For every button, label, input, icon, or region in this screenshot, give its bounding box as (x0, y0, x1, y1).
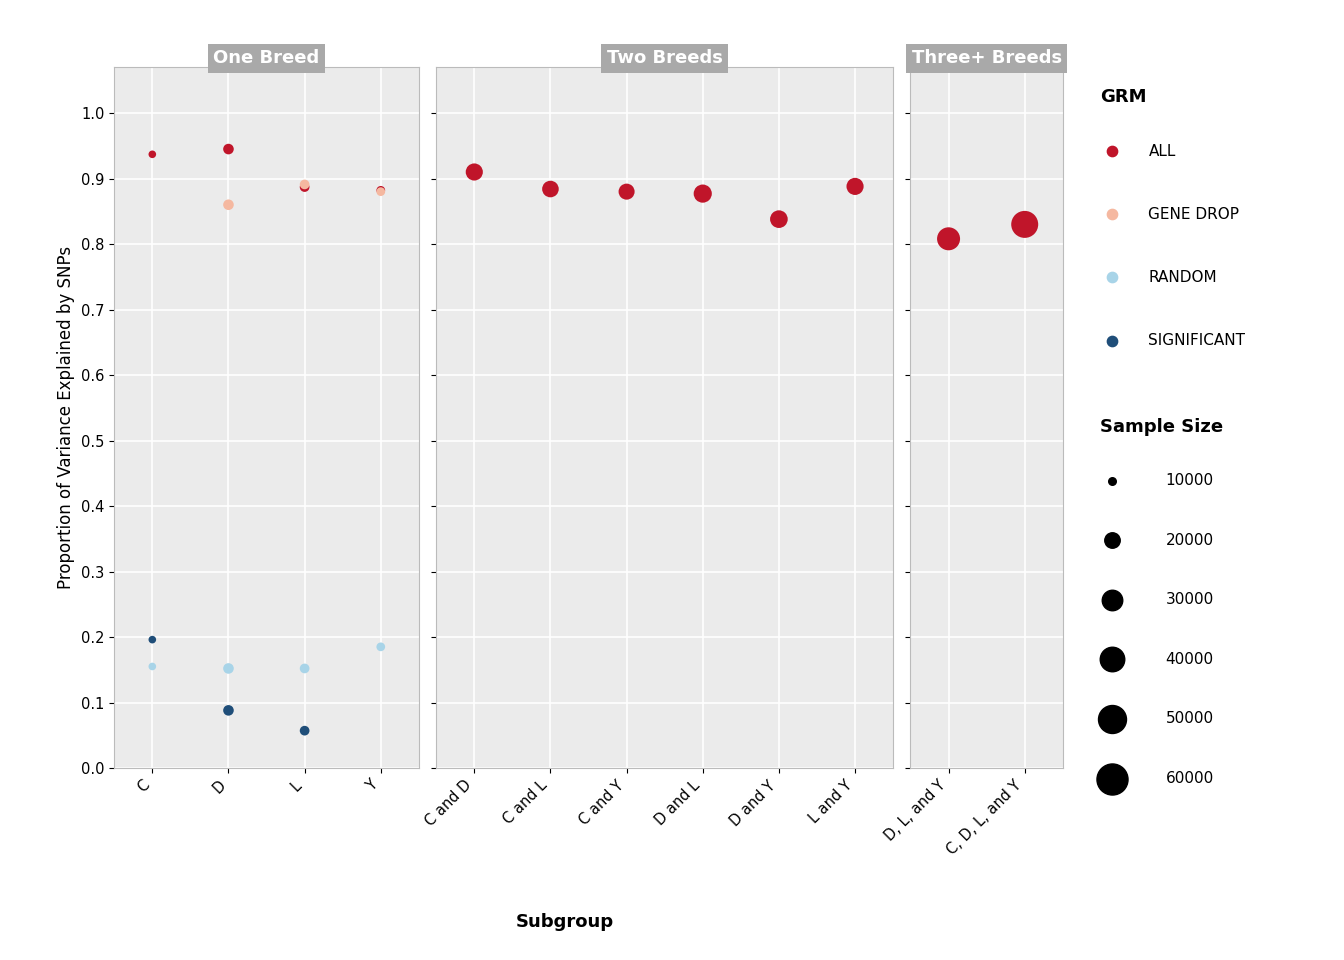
Point (1013, 217, 1035, 232)
Text: Three+ Breeds: Three+ Breeds (911, 49, 1062, 67)
Point (769, 211, 790, 227)
Point (218, 197, 239, 212)
Text: One Breed: One Breed (214, 49, 320, 67)
Point (1101, 592, 1122, 608)
Point (1101, 144, 1122, 159)
Point (370, 184, 391, 200)
Point (294, 177, 316, 192)
Text: 30000: 30000 (1165, 592, 1214, 608)
Point (1101, 711, 1122, 727)
Text: SIGNIFICANT: SIGNIFICANT (1148, 333, 1246, 348)
Point (1101, 652, 1122, 667)
Text: 40000: 40000 (1165, 652, 1214, 667)
Point (141, 147, 163, 162)
Point (938, 231, 960, 247)
Point (1101, 473, 1122, 489)
Point (1101, 533, 1122, 548)
Text: RANDOM: RANDOM (1148, 270, 1218, 285)
Text: 60000: 60000 (1165, 771, 1214, 786)
Point (141, 632, 163, 647)
Text: GRM: GRM (1099, 88, 1146, 107)
Text: 20000: 20000 (1165, 533, 1214, 548)
Point (294, 723, 316, 738)
Text: 10000: 10000 (1165, 473, 1214, 489)
Point (844, 179, 866, 194)
Text: Subgroup: Subgroup (515, 913, 614, 930)
Point (218, 703, 239, 718)
Y-axis label: Proportion of Variance Explained by SNPs: Proportion of Variance Explained by SNPs (58, 246, 75, 589)
Point (141, 659, 163, 674)
Point (294, 180, 316, 195)
Point (1101, 206, 1122, 222)
Point (218, 660, 239, 676)
Point (464, 164, 485, 180)
Text: Two Breeds: Two Breeds (606, 49, 723, 67)
Point (1101, 771, 1122, 786)
Point (218, 141, 239, 156)
Point (370, 182, 391, 198)
Text: Sample Size: Sample Size (1099, 418, 1223, 436)
Text: GENE DROP: GENE DROP (1148, 206, 1239, 222)
Point (692, 186, 714, 202)
Point (294, 660, 316, 676)
Point (1101, 333, 1122, 348)
Text: ALL: ALL (1148, 144, 1176, 158)
Point (1101, 270, 1122, 285)
Point (616, 184, 637, 200)
Point (370, 639, 391, 655)
Text: 50000: 50000 (1165, 711, 1214, 727)
Point (540, 181, 562, 197)
